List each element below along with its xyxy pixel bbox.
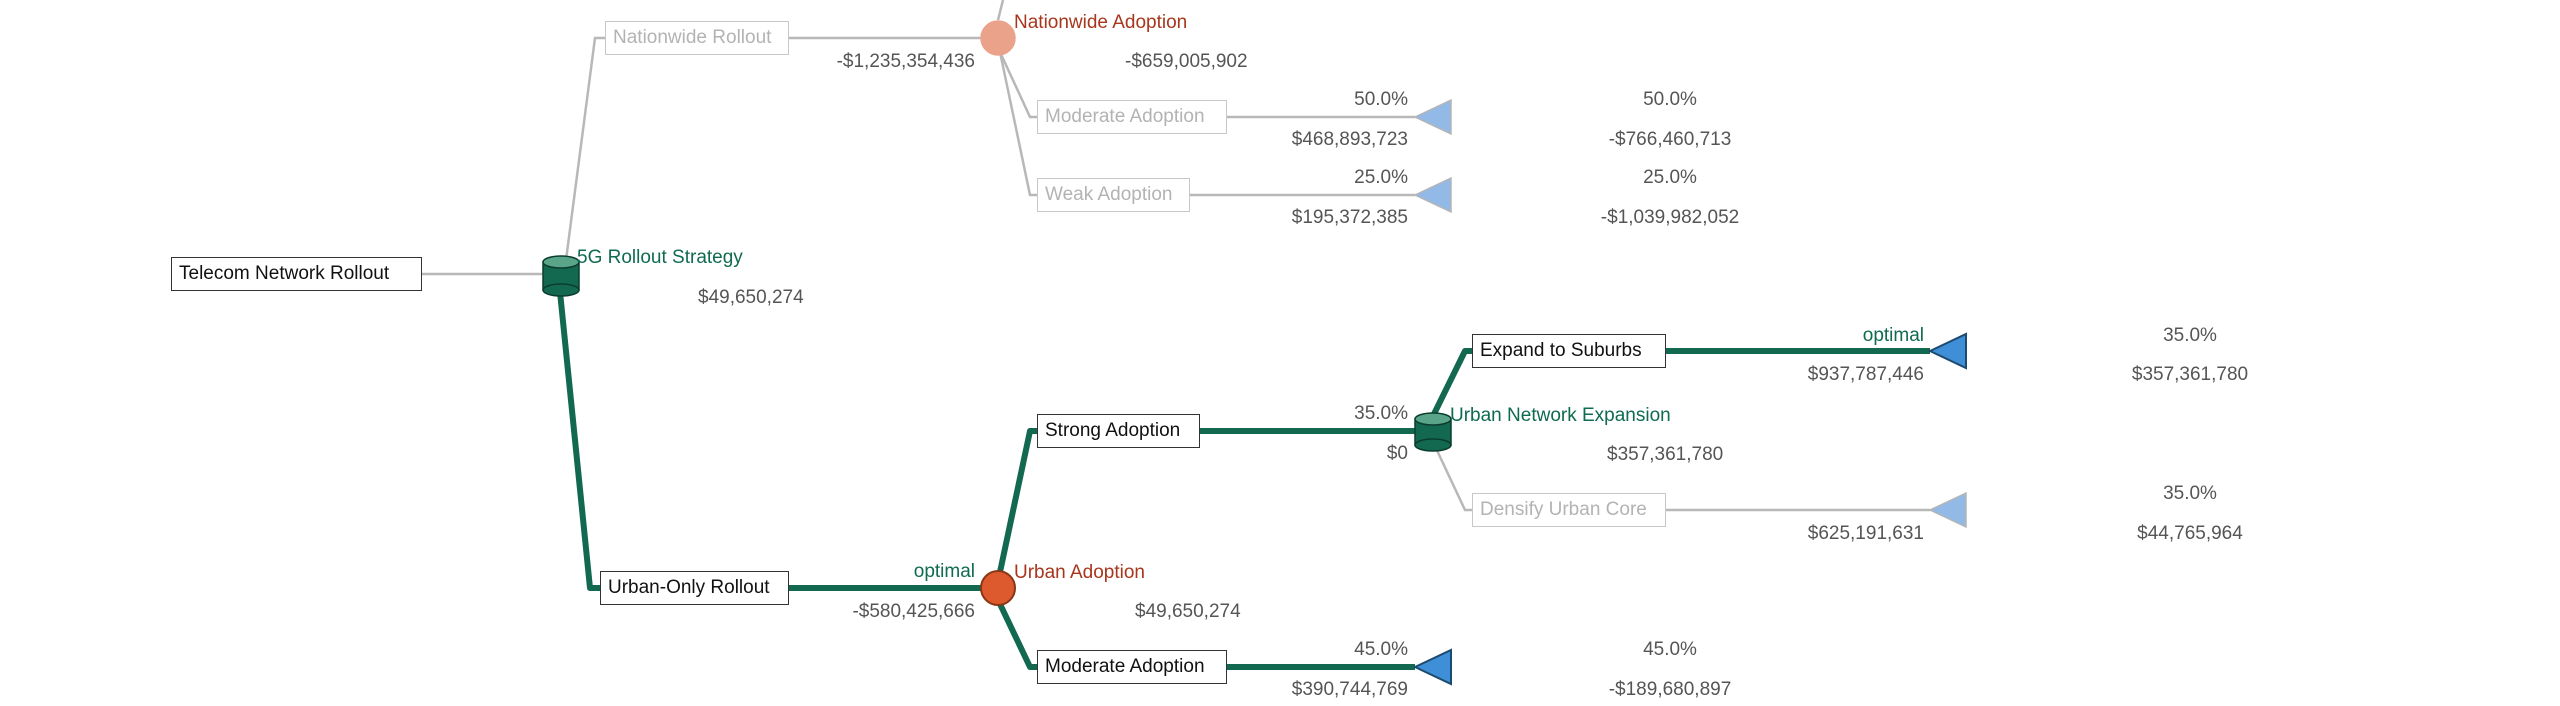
prob-weak-adoption: 25.0% bbox=[1354, 167, 1408, 188]
end-prob-moderate-adoption-urban: 45.0% bbox=[1643, 639, 1697, 660]
end-value-densify-urban-core: $44,765,964 bbox=[2137, 523, 2243, 544]
cost-nationwide-rollout: -$1,235,354,436 bbox=[836, 51, 975, 72]
branch-to-weak-adoption bbox=[998, 51, 1037, 197]
prob-moderate-adoption-urban: 45.0% bbox=[1354, 639, 1408, 660]
node-expand-to-suburbs[interactable]: Expand to Suburbs bbox=[1472, 334, 1666, 368]
end-prob-densify-urban-core: 35.0% bbox=[2163, 483, 2217, 504]
branch-to-nationwide-rollout bbox=[564, 36, 605, 261]
node-weak-adoption[interactable]: Weak Adoption bbox=[1037, 178, 1190, 212]
payoff-weak-adoption: $195,372,385 bbox=[1291, 207, 1408, 228]
node-urban-only-rollout[interactable]: Urban-Only Rollout bbox=[600, 571, 789, 605]
payoff-expand-to-suburbs: $937,787,446 bbox=[1807, 364, 1924, 385]
chance-value-urban-adoption: $49,650,274 bbox=[1135, 601, 1241, 622]
node-densify-urban-core[interactable]: Densify Urban Core bbox=[1472, 493, 1666, 527]
payoff-moderate-adoption-nationwide: $468,893,723 bbox=[1291, 129, 1408, 150]
node-moderate-adoption-nationwide[interactable]: Moderate Adoption bbox=[1037, 100, 1227, 134]
terminal-node-densify-urban-core[interactable] bbox=[1928, 491, 1967, 529]
branch-chance-up-offscreen bbox=[996, 0, 1005, 21]
prob-strong-adoption: 35.0% bbox=[1354, 403, 1408, 424]
end-prob-weak-adoption: 25.0% bbox=[1643, 167, 1697, 188]
terminal-node-weak-adoption[interactable] bbox=[1413, 176, 1452, 214]
chance-node-urban-adoption[interactable] bbox=[980, 570, 1016, 606]
payoff-moderate-adoption-urban: $390,744,769 bbox=[1291, 679, 1408, 700]
node-nationwide-rollout[interactable]: Nationwide Rollout bbox=[605, 21, 789, 55]
decision-label-5g-rollout-strategy: 5G Rollout Strategy bbox=[577, 247, 743, 268]
terminal-node-expand-to-suburbs[interactable] bbox=[1927, 332, 1967, 370]
end-value-weak-adoption: -$1,039,982,052 bbox=[1600, 207, 1740, 228]
node-strong-adoption[interactable]: Strong Adoption bbox=[1037, 414, 1200, 448]
prob-moderate-adoption-nationwide: 50.0% bbox=[1354, 89, 1408, 110]
end-value-moderate-adoption-nationwide: -$766,460,713 bbox=[1608, 129, 1732, 150]
decision-node-5g-rollout-strategy[interactable] bbox=[542, 255, 580, 297]
optimal-branch-to-strong-adoption bbox=[997, 428, 1037, 573]
terminal-node-moderate-adoption-urban[interactable] bbox=[1412, 648, 1452, 686]
chance-value-nationwide-adoption: -$659,005,902 bbox=[1125, 51, 1248, 72]
decision-value-urban-network-expansion: $357,361,780 bbox=[1607, 444, 1724, 465]
branch-to-densify-urban-core bbox=[1432, 443, 1472, 512]
end-prob-moderate-adoption-nationwide: 50.0% bbox=[1643, 89, 1697, 110]
optimal-tag-expand-to-suburbs: optimal bbox=[1862, 325, 1924, 346]
optimal-branch-to-expand-to-suburbs bbox=[1431, 348, 1472, 416]
optimal-tag-urban-only-rollout: optimal bbox=[913, 561, 975, 582]
optimal-branch-to-urban-only-rollout bbox=[557, 291, 600, 591]
end-prob-expand-to-suburbs: 35.0% bbox=[2163, 325, 2217, 346]
chance-label-nationwide-adoption: Nationwide Adoption bbox=[1014, 12, 1188, 33]
decision-node-urban-network-expansion[interactable] bbox=[1414, 412, 1452, 452]
payoff-strong-adoption: $0 bbox=[1386, 443, 1408, 464]
branch-to-moderate-adoption-nationwide bbox=[998, 51, 1037, 119]
cost-urban-only-rollout: -$580,425,666 bbox=[852, 601, 975, 622]
root-node-telecom-network-rollout[interactable]: Telecom Network Rollout bbox=[171, 257, 422, 291]
payoff-densify-urban-core: $625,191,631 bbox=[1807, 523, 1924, 544]
terminal-node-moderate-adoption-nationwide[interactable] bbox=[1413, 98, 1452, 136]
decision-label-urban-network-expansion: Urban Network Expansion bbox=[1450, 405, 1671, 426]
end-value-moderate-adoption-urban: -$189,680,897 bbox=[1608, 679, 1732, 700]
chance-label-urban-adoption: Urban Adoption bbox=[1014, 562, 1145, 583]
end-value-expand-to-suburbs: $357,361,780 bbox=[2131, 364, 2249, 385]
decision-value-5g-rollout-strategy: $49,650,274 bbox=[698, 287, 804, 308]
chance-node-nationwide-adoption[interactable] bbox=[980, 20, 1016, 56]
optimal-branch-to-moderate-adoption-urban bbox=[997, 602, 1037, 670]
node-moderate-adoption-urban[interactable]: Moderate Adoption bbox=[1037, 650, 1227, 684]
